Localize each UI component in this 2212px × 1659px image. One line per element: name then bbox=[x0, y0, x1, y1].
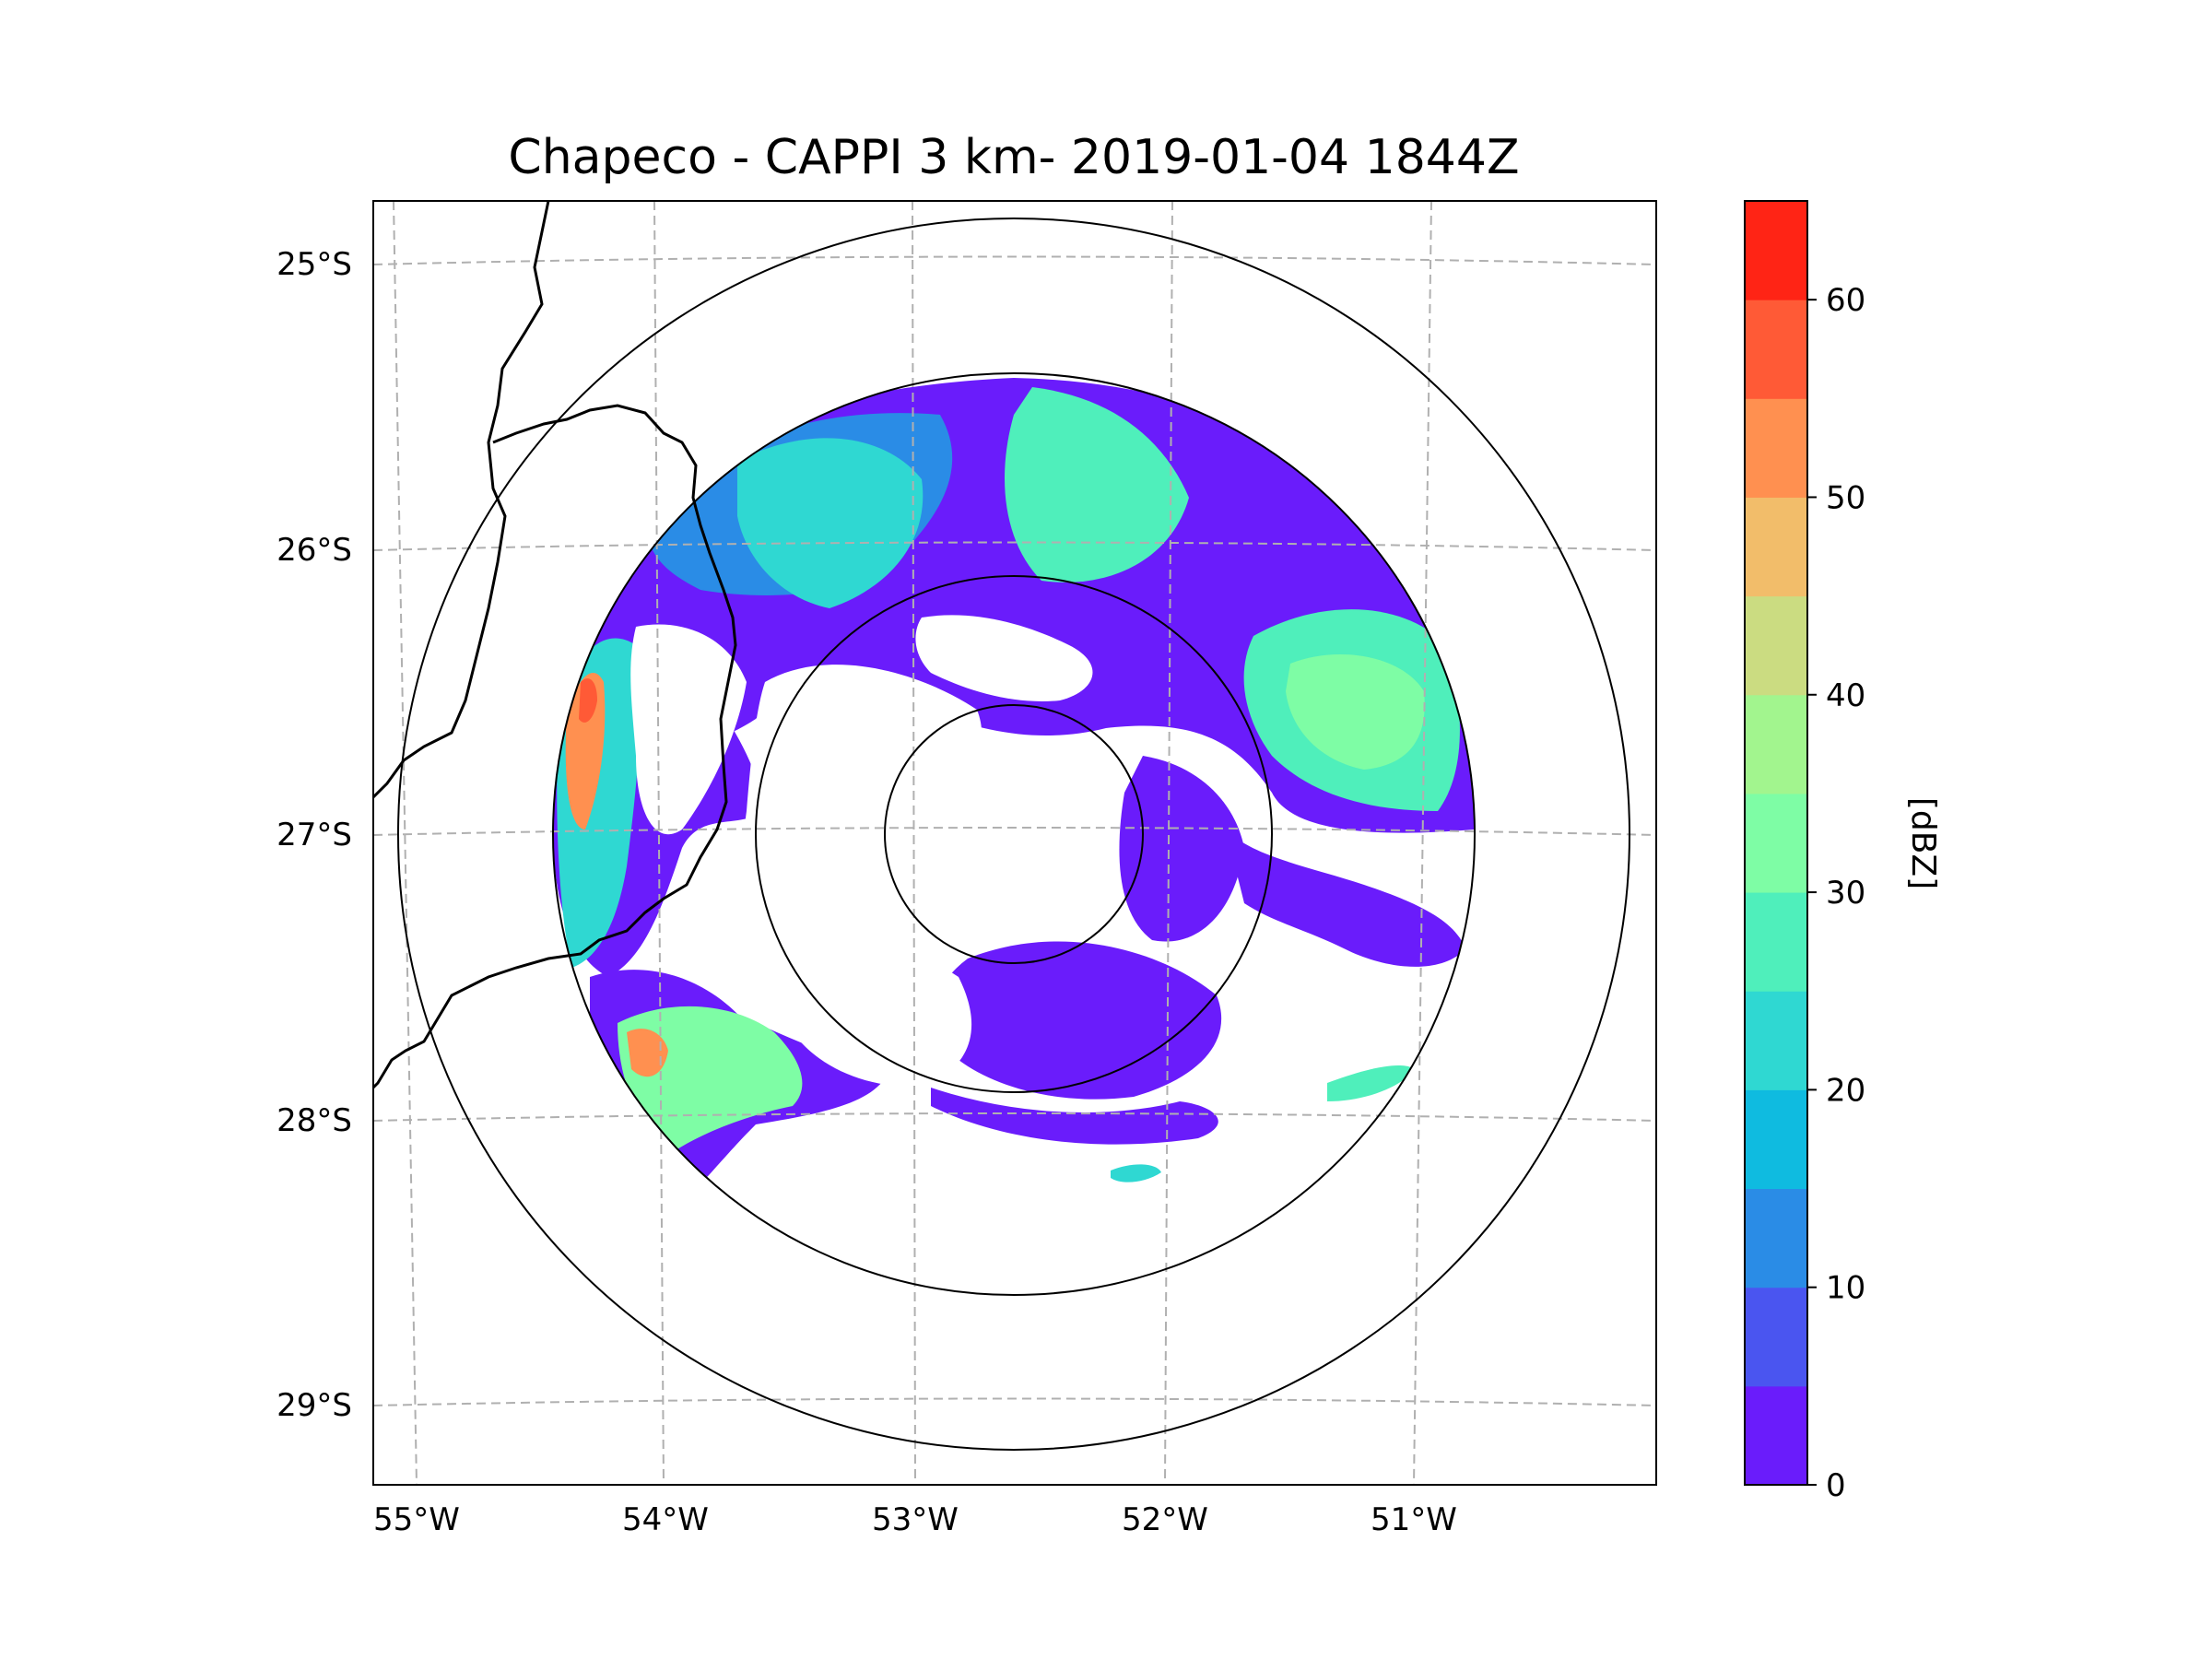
colorbar-bin bbox=[1745, 1188, 1807, 1288]
colorbar-bin bbox=[1745, 201, 1807, 300]
echo-max-west bbox=[579, 678, 597, 723]
colorbar-tick-label: 60 bbox=[1826, 282, 1865, 319]
chart-title: Chapeco - CAPPI 3 km- 2019-01-04 1844Z bbox=[508, 130, 1519, 185]
range-ring-middle bbox=[755, 575, 1273, 1093]
colorbar-bin bbox=[1745, 497, 1807, 597]
colorbar-bin bbox=[1745, 1385, 1807, 1486]
colorbar-bins bbox=[1745, 201, 1807, 1486]
echo-moderate-north bbox=[1005, 387, 1189, 582]
clear-air-north bbox=[915, 615, 1093, 701]
colorbar: 0 10 20 30 40 50 60 [dBZ] bbox=[1744, 200, 1942, 1504]
echo-strong-northeast-core bbox=[1286, 654, 1425, 770]
colorbar-tick-label: 50 bbox=[1826, 479, 1865, 516]
echo-moderate-north-band bbox=[737, 438, 924, 608]
y-tick-label: 29°S bbox=[276, 1387, 352, 1424]
range-ring-inner bbox=[884, 704, 1144, 964]
x-tick-labels: 55°W 54°W 53°W 52°W 51°W bbox=[373, 1501, 1457, 1538]
range-rings bbox=[397, 218, 1630, 1451]
parallel-28s bbox=[373, 1112, 1656, 1122]
echo-strong-west bbox=[565, 673, 606, 830]
clear-air-west bbox=[630, 624, 747, 835]
echo-moderate-south-cell bbox=[1111, 1164, 1161, 1182]
colorbar-tick-label: 0 bbox=[1826, 1467, 1846, 1504]
y-tick-labels: 25°S 26°S 27°S 28°S 29°S bbox=[276, 246, 352, 1424]
colorbar-bin bbox=[1745, 1287, 1807, 1387]
parallel-27s bbox=[373, 827, 1656, 836]
x-tick-label: 52°W bbox=[1122, 1501, 1208, 1538]
x-tick-label: 55°W bbox=[373, 1501, 460, 1538]
range-ring-outer bbox=[397, 218, 1630, 1451]
colorbar-tick-label: 30 bbox=[1826, 875, 1865, 912]
clear-air-center bbox=[743, 665, 982, 959]
clear-air-south bbox=[777, 944, 972, 1088]
colorbar-label: [dBZ] bbox=[1904, 797, 1942, 889]
meridian-55w bbox=[393, 201, 418, 1485]
colorbar-bin bbox=[1745, 892, 1807, 992]
colorbar-tick-label: 10 bbox=[1826, 1270, 1865, 1307]
meridian-53w bbox=[912, 201, 916, 1485]
parallel-26s bbox=[373, 541, 1656, 551]
y-tick-label: 27°S bbox=[276, 817, 352, 853]
meridian-54w bbox=[653, 201, 665, 1485]
colorbar-tick-label: 40 bbox=[1826, 677, 1865, 714]
echo-weak-east bbox=[1226, 830, 1465, 967]
x-tick-label: 53°W bbox=[872, 1501, 959, 1538]
border-west bbox=[373, 201, 550, 799]
colorbar-tick-label: 20 bbox=[1826, 1072, 1865, 1109]
x-tick-label: 51°W bbox=[1371, 1501, 1457, 1538]
x-tick-label: 54°W bbox=[622, 1501, 709, 1538]
colorbar-frame bbox=[1744, 200, 1808, 1486]
political-borders bbox=[373, 201, 737, 1089]
echo-weak-south bbox=[935, 941, 1222, 1100]
parallel-29s bbox=[373, 1397, 1656, 1406]
y-tick-label: 25°S bbox=[276, 246, 352, 283]
map-axes: 25°S 26°S 27°S 28°S 29°S 55°W 54°W 53°W … bbox=[276, 200, 1657, 1538]
colorbar-ticks: 0 10 20 30 40 50 60 bbox=[1807, 282, 1865, 1504]
y-tick-label: 26°S bbox=[276, 532, 352, 569]
y-tick-label: 28°S bbox=[276, 1102, 352, 1139]
colorbar-bin bbox=[1745, 300, 1807, 399]
colorbar-bin bbox=[1745, 595, 1807, 696]
colorbar-bin bbox=[1745, 694, 1807, 794]
colorbar-bin bbox=[1745, 398, 1807, 498]
map-frame bbox=[372, 200, 1657, 1486]
echo-strong-southwest bbox=[627, 1029, 668, 1077]
colorbar-bin bbox=[1745, 991, 1807, 1090]
echo-weak-south-arc bbox=[931, 1088, 1218, 1145]
echo-moderate-southeast bbox=[1327, 1065, 1415, 1101]
colorbar-bin bbox=[1745, 793, 1807, 893]
border-state bbox=[373, 404, 737, 1089]
meridian-52w bbox=[1164, 201, 1173, 1485]
parallel-25s bbox=[373, 255, 1656, 265]
range-ring-max-echo bbox=[552, 372, 1476, 1296]
meridian-51w bbox=[1413, 201, 1432, 1485]
colorbar-bin bbox=[1745, 1089, 1807, 1190]
graticule bbox=[373, 201, 1656, 1485]
echo-weak-center bbox=[1119, 756, 1244, 942]
